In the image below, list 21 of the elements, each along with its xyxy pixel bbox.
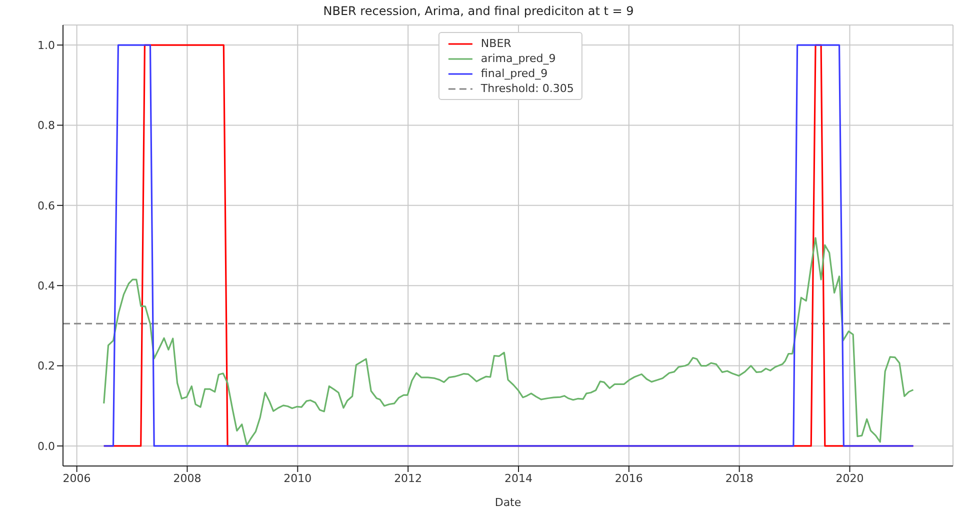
y-tick-label: 0.4	[38, 279, 55, 292]
y-tick-label: 0.6	[38, 199, 55, 212]
x-tick-label: 2010	[284, 472, 312, 485]
x-tick-label: 2014	[504, 472, 532, 485]
x-tick-label: 2020	[836, 472, 864, 485]
y-tick-label: 1.0	[38, 38, 55, 52]
x-tick-label: 2006	[62, 472, 91, 485]
x-axis-title: Date	[494, 496, 522, 509]
y-tick-label: 0.2	[38, 360, 55, 373]
legend-label: Threshold: 0.305	[480, 81, 574, 96]
legend-label: final_pred_9	[480, 66, 548, 81]
y-tick-label: 0.0	[38, 440, 55, 453]
x-tick-label: 2016	[614, 472, 643, 485]
line-series	[103, 237, 914, 446]
legend-label: NBER	[480, 36, 512, 51]
x-tick-label: 2008	[173, 472, 202, 485]
x-tick-label: 2012	[394, 472, 422, 485]
x-tick-label: 2018	[725, 472, 754, 485]
legend-label: arima_pred_9	[480, 51, 556, 66]
chart-title: NBER recession, Arima, and final prediciton at t = 9	[322, 4, 635, 18]
y-tick-label: 0.8	[38, 119, 55, 132]
